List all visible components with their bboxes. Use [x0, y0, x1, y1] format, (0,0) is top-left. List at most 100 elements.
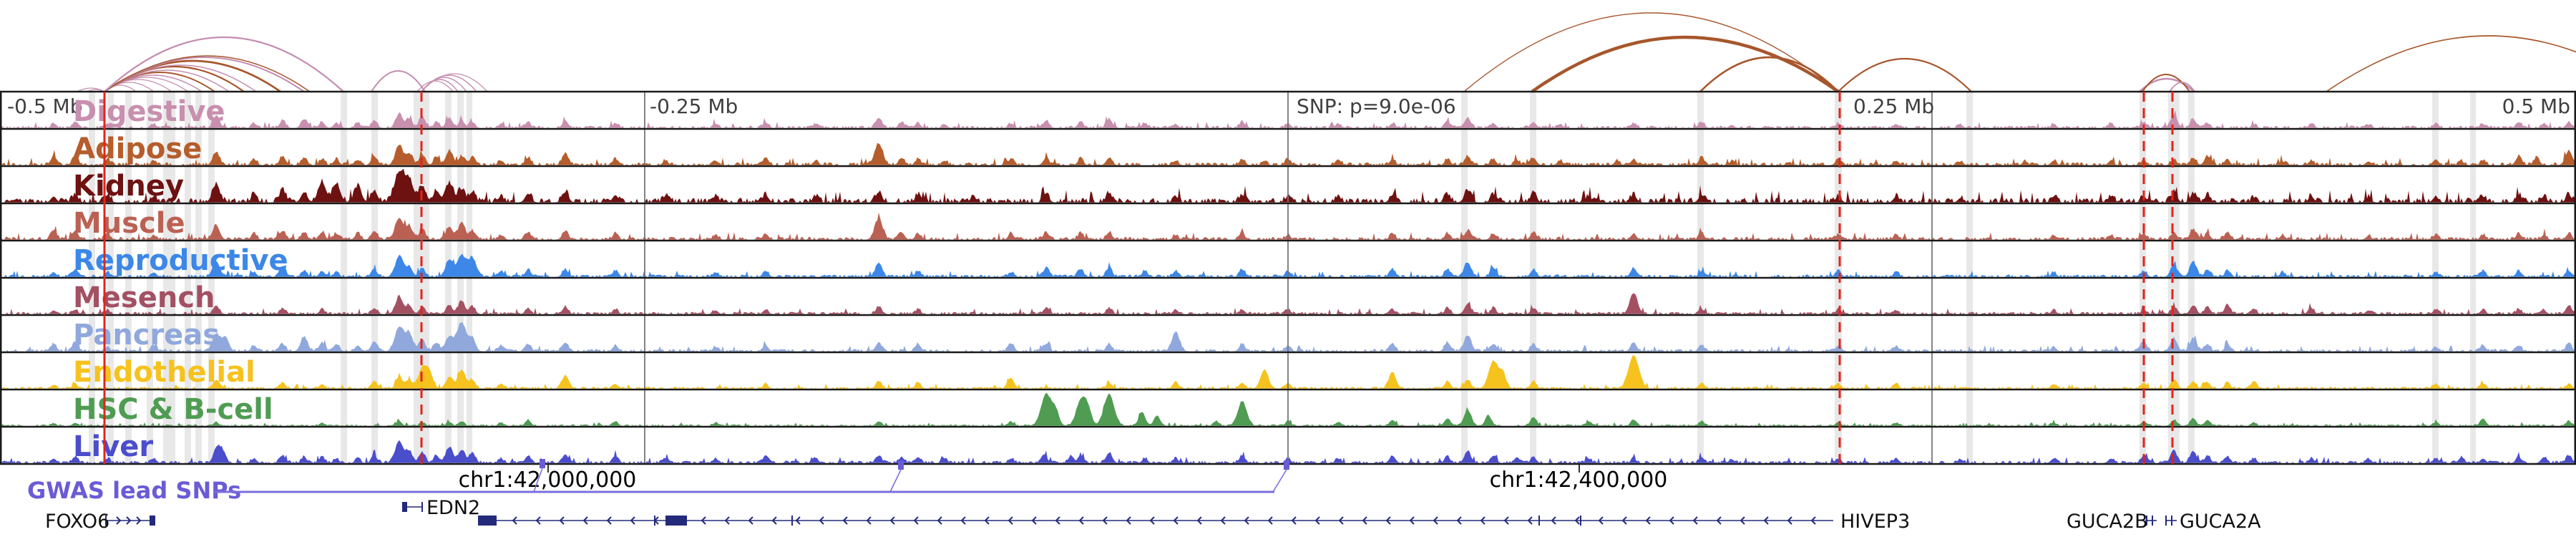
interaction-arc	[1838, 57, 1972, 92]
interaction-arc	[104, 55, 311, 92]
interaction-arc	[421, 73, 488, 92]
gwas-snp-connector	[889, 469, 902, 493]
gene-strand-arrow	[116, 516, 122, 525]
gene-label-edn2: EDN2	[426, 497, 480, 519]
gene-exon	[150, 516, 155, 526]
gene-strand-arrow	[984, 516, 990, 525]
gene-strand-arrow	[1385, 516, 1391, 525]
interaction-arcs	[77, 12, 2576, 93]
gene-strand-arrow	[1645, 516, 1651, 525]
gene-strand-arrow	[1078, 516, 1084, 525]
gene-strand-arrow	[1173, 516, 1179, 525]
gene-strand-arrow	[630, 516, 635, 525]
track-label-reproductive: Reproductive	[73, 244, 288, 277]
gene-strand-arrow	[1102, 516, 1108, 525]
gene-strand-arrow	[1574, 516, 1580, 525]
gene-strand-arrow	[1669, 516, 1674, 525]
gene-strand-arrow	[1126, 516, 1131, 525]
gwas-snp-connector	[1272, 469, 1287, 493]
ruler-label-0-25-mb: 0.25 Mb	[1853, 95, 1934, 118]
gwas-lead-snps-label: GWAS lead SNPs	[27, 477, 241, 504]
track-label-pancreas: Pancreas	[73, 319, 220, 352]
gene-strand-arrow	[1763, 516, 1769, 525]
gene-strand-arrow	[1244, 516, 1249, 525]
gene-strand-arrow	[1433, 516, 1438, 525]
track-label-kidney: Kidney	[73, 170, 184, 203]
gene-strand-arrow	[1409, 516, 1415, 525]
gwas-snp-connector	[533, 468, 543, 493]
gene-label-guca2b: GUCA2B	[2067, 511, 2148, 533]
gene-foxo6: FOXO6	[45, 511, 155, 533]
gene-strand-arrow	[1196, 516, 1202, 525]
ruler-label-0-5-mb: 0.5 Mb	[2502, 95, 2570, 118]
coordinate-label: chr1:42,000,000	[459, 468, 637, 493]
ruler-label-0-25-mb: -0.25 Mb	[650, 95, 738, 118]
gene-strand-arrow	[1503, 516, 1509, 525]
gene-strand-arrow	[1338, 516, 1344, 525]
gene-strand-arrow	[960, 516, 966, 525]
interaction-arc	[1531, 35, 1840, 93]
gene-strand-arrow	[512, 516, 517, 525]
gene-strand-arrow	[1055, 516, 1060, 525]
interaction-arc	[416, 80, 454, 92]
gene-label-foxo6: FOXO6	[45, 511, 109, 533]
gene-strand-arrow	[1031, 516, 1037, 525]
interaction-arc	[2142, 74, 2190, 92]
gene-strand-arrow	[535, 516, 541, 525]
gene-strand-arrow	[937, 516, 942, 525]
gene-strand-arrow	[1551, 516, 1556, 525]
gene-strand-arrow	[1692, 516, 1698, 525]
gene-strand-arrow	[1291, 516, 1297, 525]
gene-strand-arrow	[819, 516, 824, 525]
gene-strand-arrow	[771, 516, 777, 525]
gene-strand-arrow	[1527, 516, 1533, 525]
track-label-adipose: Adipose	[73, 132, 202, 165]
gene-strand-arrow	[1810, 516, 1816, 525]
snp-position-lines	[103, 92, 2174, 464]
interaction-arc	[2326, 35, 2576, 92]
gene-label-guca2a: GUCA2A	[2180, 511, 2261, 533]
gene-guca2a: GUCA2A	[2165, 511, 2261, 533]
gene-strand-arrow	[1220, 516, 1226, 525]
gene-exon	[665, 516, 687, 526]
gwas-snp-marker	[1284, 460, 1289, 470]
gene-strand-arrow	[1267, 516, 1273, 525]
gene-strand-arrow	[1456, 516, 1462, 525]
interaction-arc	[104, 37, 344, 92]
gene-strand-arrow	[1314, 516, 1320, 525]
coordinate-label: chr1:42,400,000	[1490, 468, 1668, 493]
gene-strand-arrow	[559, 516, 565, 525]
gwas-snp-marker	[540, 459, 545, 468]
track-signal-reproductive	[0, 253, 2576, 277]
gene-strand-arrow	[606, 516, 612, 525]
interaction-arc	[2169, 82, 2195, 92]
interaction-arc	[1463, 12, 1839, 92]
gene-strand-arrow	[1787, 516, 1792, 525]
interaction-arc	[1699, 56, 1839, 92]
gene-track: FOXO6 EDN2 HIVEP3 GUCA2B GUCA2A	[45, 497, 2261, 533]
gene-strand-arrow	[653, 516, 659, 525]
track-label-liver: Liver	[73, 430, 153, 463]
interaction-arc	[371, 70, 426, 92]
gene-label-hivep3: HIVEP3	[1840, 511, 1910, 533]
gene-strand-arrow	[1149, 516, 1155, 525]
gene-exon	[402, 502, 407, 512]
gene-guca2b: GUCA2B	[2067, 511, 2157, 533]
gene-hivep3: HIVEP3	[478, 511, 1910, 533]
track-label-hsc-b-cell: HSC & B-cell	[73, 393, 273, 426]
gene-strand-arrow	[582, 516, 588, 525]
gene-strand-arrow	[889, 516, 895, 525]
gene-strand-arrow	[866, 516, 872, 525]
track-label-digestive: Digestive	[73, 95, 225, 128]
gene-strand-arrow	[701, 516, 706, 525]
track-label-mesench: Mesench	[73, 281, 215, 314]
ruler-label-0-5-mb: -0.5 Mb	[7, 95, 82, 118]
gene-strand-arrow	[1008, 516, 1013, 525]
gene-strand-arrow	[748, 516, 753, 525]
track-label-muscle: Muscle	[73, 207, 185, 240]
gene-strand-arrow	[913, 516, 919, 525]
gene-strand-arrow	[1716, 516, 1722, 525]
gene-strand-arrow	[1740, 516, 1745, 525]
gene-strand-arrow	[1621, 516, 1627, 525]
